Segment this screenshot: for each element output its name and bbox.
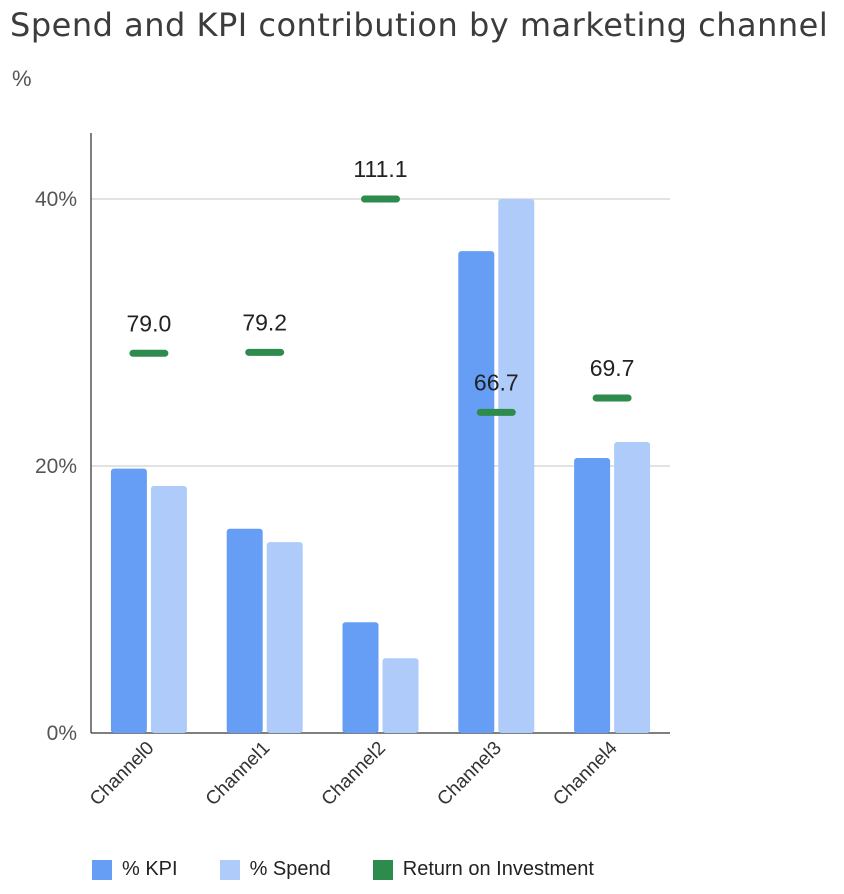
x-tick-label: Channel1 bbox=[202, 738, 274, 810]
x-tick-label: Channel0 bbox=[86, 738, 158, 810]
legend-label-spend: % Spend bbox=[249, 858, 331, 880]
legend-swatch-spend bbox=[219, 859, 240, 880]
legend-item-kpi[interactable]: % KPI bbox=[92, 858, 178, 881]
chart-title: Spend and KPI contribution by marketing … bbox=[10, 6, 829, 44]
legend-item-spend[interactable]: % Spend bbox=[219, 858, 331, 881]
y-tick-label: 40% bbox=[35, 188, 77, 211]
bar-spend bbox=[266, 542, 303, 733]
bar-spend bbox=[150, 486, 187, 733]
bar-kpi bbox=[458, 251, 495, 733]
roi-data-label: 69.7 bbox=[590, 355, 635, 381]
bar-spend bbox=[382, 658, 419, 733]
roi-data-label: 79.0 bbox=[127, 310, 172, 336]
bar-kpi bbox=[574, 457, 611, 733]
legend-label-roi: Return on Investment bbox=[402, 858, 594, 880]
x-tick-label: Channel2 bbox=[318, 738, 390, 810]
x-tick-label: Channel3 bbox=[433, 738, 505, 810]
bar-spend bbox=[498, 199, 535, 733]
y-tick-label: 20% bbox=[35, 455, 77, 478]
legend-swatch-kpi bbox=[92, 859, 112, 880]
roi-data-label: 111.1 bbox=[353, 156, 407, 182]
y-tick-label: 0% bbox=[47, 722, 77, 745]
legend-item-roi[interactable]: Return on Investment bbox=[372, 858, 594, 881]
roi-data-label: 66.7 bbox=[474, 369, 519, 395]
x-tick-label: Channel4 bbox=[549, 737, 622, 810]
chart-subtitle: % bbox=[12, 66, 32, 91]
bar-kpi bbox=[110, 468, 147, 733]
bar-kpi bbox=[342, 622, 379, 733]
legend-swatch-roi bbox=[372, 859, 393, 880]
bar-kpi bbox=[226, 528, 263, 733]
roi-data-label: 79.2 bbox=[242, 309, 287, 335]
chart-canvas: 0% 20% 40% 79.0 Channel0 79.2 Channel1 111.1 Cha… bbox=[35, 133, 670, 810]
legend-label-kpi: % KPI bbox=[122, 858, 178, 880]
legend: % KPI % Spend Return on Investment bbox=[92, 858, 636, 881]
bar-spend bbox=[614, 441, 651, 733]
